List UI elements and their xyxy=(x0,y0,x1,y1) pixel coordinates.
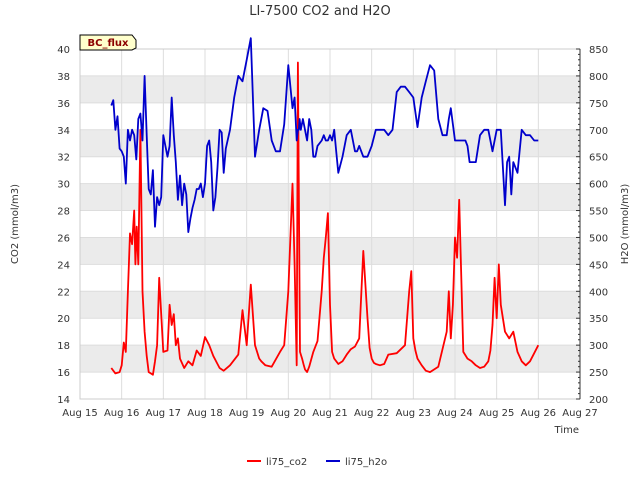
x-axis: Aug 15 Aug 16 Aug 17 Aug 18 Aug 19 Aug 20 Aug … xyxy=(62,408,597,419)
legend-h2o-label: li75_h2o xyxy=(345,457,387,468)
y-left-tick-label: 24 xyxy=(57,260,70,271)
x-tick-label: Aug 21 xyxy=(312,408,347,419)
y-right-tick-label: 650 xyxy=(589,153,608,164)
y-left-tick-label: 16 xyxy=(57,368,70,379)
y-right-axis: 200 250 300 350 400 450 500 550 600 650 700 750 800 8… xyxy=(576,45,608,406)
x-tick-label: Aug 18 xyxy=(187,408,222,419)
x-tick-label: Aug 22 xyxy=(354,408,389,419)
x-tick-label: Aug 20 xyxy=(271,408,306,419)
x-tick-label: Aug 26 xyxy=(521,408,556,419)
legend: li75_co2 li75_h2o xyxy=(247,457,387,468)
y-left-tick-label: 26 xyxy=(57,233,70,244)
y-left-tick-label: 34 xyxy=(57,126,70,137)
x-tick-label: Aug 15 xyxy=(62,408,97,419)
y-right-tick-label: 700 xyxy=(589,126,608,137)
series-layer xyxy=(110,37,540,376)
y-left-tick-label: 20 xyxy=(57,314,70,325)
x-tick-label: Aug 27 xyxy=(562,408,597,419)
x-tick-label: Aug 17 xyxy=(146,408,181,419)
chart-title: LI-7500 CO2 and H2O xyxy=(249,4,391,19)
y-left-tick-label: 14 xyxy=(57,395,70,406)
y-left-tick-label: 32 xyxy=(57,153,70,164)
y-right-tick-label: 850 xyxy=(589,45,608,56)
series-line-li75_h2o xyxy=(110,37,539,234)
y-right-tick-label: 200 xyxy=(589,395,608,406)
x-tick-label: Aug 23 xyxy=(396,408,431,419)
y-left-axis: 14 16 18 20 22 24 26 28 30 32 34 36 38 40 xyxy=(57,45,70,406)
y-left-tick-label: 40 xyxy=(57,45,70,56)
x-tick-label: Aug 24 xyxy=(437,408,472,419)
y-right-tick-label: 550 xyxy=(589,207,608,218)
y-left-label: CO2 (mmol/m3) xyxy=(10,184,21,264)
series-line-li75_co2 xyxy=(110,61,540,376)
y-right-tick-label: 350 xyxy=(589,314,608,325)
y-left-tick-label: 18 xyxy=(57,341,70,352)
y-right-tick-label: 400 xyxy=(589,287,608,298)
badge-shape xyxy=(79,34,137,51)
x-tick-label: Aug 16 xyxy=(104,408,139,419)
y-right-tick-label: 600 xyxy=(589,180,608,191)
badge: BC_flux xyxy=(79,34,137,51)
y-right-tick-label: 750 xyxy=(589,99,608,110)
y-left-tick-label: 28 xyxy=(57,207,70,218)
x-tick-label: Aug 25 xyxy=(479,408,514,419)
y-right-tick-label: 800 xyxy=(589,72,608,83)
x-axis-label: Time xyxy=(554,425,579,436)
y-left-tick-label: 30 xyxy=(57,180,70,191)
y-right-tick-label: 500 xyxy=(589,233,608,244)
y-right-label: H2O (mmol/m3) xyxy=(620,184,631,265)
legend-co2-label: li75_co2 xyxy=(266,457,307,468)
y-left-tick-label: 22 xyxy=(57,287,70,298)
y-right-tick-label: 300 xyxy=(589,341,608,352)
y-right-tick-label: 250 xyxy=(589,368,608,379)
badge-label: BC_flux xyxy=(88,38,129,49)
y-right-tick-label: 450 xyxy=(589,260,608,271)
x-tick-label: Aug 19 xyxy=(229,408,264,419)
y-left-tick-label: 38 xyxy=(57,72,70,83)
y-left-tick-label: 36 xyxy=(57,99,70,110)
